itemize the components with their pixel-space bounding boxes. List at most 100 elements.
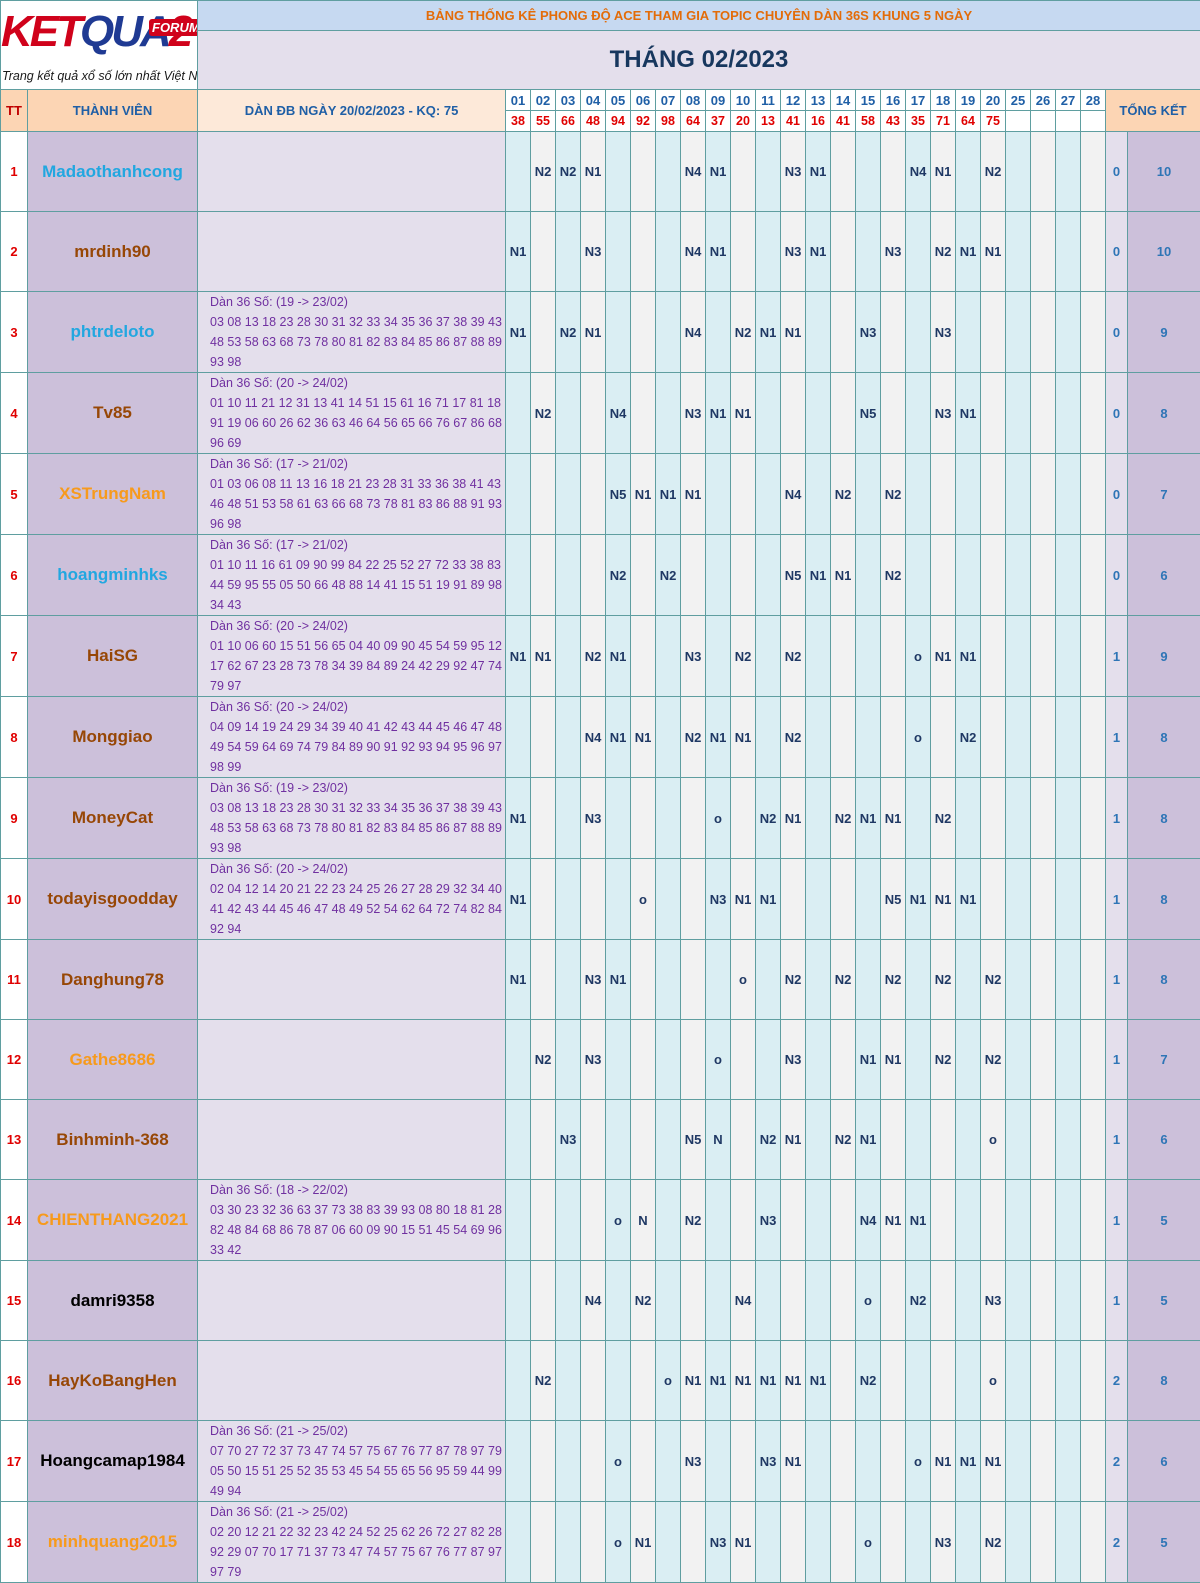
day-cell: N2 <box>881 454 906 535</box>
day-cell: N2 <box>856 1341 881 1421</box>
day-cell: N3 <box>931 373 956 454</box>
day-cell <box>781 1502 806 1583</box>
day-cell <box>981 535 1006 616</box>
member-name[interactable]: Binhminh-368 <box>28 1100 198 1180</box>
day-cell <box>706 1261 731 1341</box>
day-cell: N2 <box>831 454 856 535</box>
day-header: 08 <box>681 90 706 111</box>
day-cell <box>556 1261 581 1341</box>
member-name[interactable]: minhquang2015 <box>28 1502 198 1583</box>
day-cell <box>756 697 781 778</box>
day-cell: N2 <box>881 940 906 1020</box>
day-cell: N2 <box>931 940 956 1020</box>
day-cell <box>531 1421 556 1502</box>
day-cell: o <box>631 859 656 940</box>
day-cell <box>1056 454 1081 535</box>
member-name[interactable]: XSTrungNam <box>28 454 198 535</box>
member-name[interactable]: hoangminhks <box>28 535 198 616</box>
member-name[interactable]: todayisgoodday <box>28 859 198 940</box>
day-header: 26 <box>1031 90 1056 111</box>
day-cell: N3 <box>581 778 606 859</box>
day-cell: N2 <box>981 1020 1006 1100</box>
day-cell <box>781 373 806 454</box>
day-cell <box>906 940 931 1020</box>
day-cell: N3 <box>781 212 806 292</box>
day-header: 06 <box>631 90 656 111</box>
day-cell: N1 <box>506 616 531 697</box>
day-cell <box>806 940 831 1020</box>
day-cell <box>681 1020 706 1100</box>
day-cell: N3 <box>756 1421 781 1502</box>
day-cell <box>681 1261 706 1341</box>
member-name[interactable]: damri9358 <box>28 1261 198 1341</box>
day-cell <box>681 859 706 940</box>
day-cell: N1 <box>856 1100 881 1180</box>
day-cell: N2 <box>531 132 556 212</box>
dan-line: 33 42 <box>210 1240 505 1260</box>
day-cell: o <box>606 1421 631 1502</box>
day-cell <box>931 454 956 535</box>
day-cell <box>506 1261 531 1341</box>
day-cell <box>731 1020 756 1100</box>
member-name[interactable]: Hoangcamap1984 <box>28 1421 198 1502</box>
day-cell: N1 <box>506 940 531 1020</box>
member-name[interactable]: Monggiao <box>28 697 198 778</box>
member-name[interactable]: Madaothanhcong <box>28 132 198 212</box>
total-score: 5 <box>1128 1180 1200 1261</box>
member-name[interactable]: HayKoBangHen <box>28 1341 198 1421</box>
row-number: 17 <box>1 1421 28 1502</box>
day-header: 28 <box>1081 90 1106 111</box>
day-cell <box>1006 454 1031 535</box>
member-name[interactable]: MoneyCat <box>28 778 198 859</box>
day-cell <box>556 1180 581 1261</box>
total-score: 7 <box>1128 1020 1200 1100</box>
day-cell: N1 <box>706 697 731 778</box>
day-cell: N1 <box>831 535 856 616</box>
member-name[interactable]: Tv85 <box>28 373 198 454</box>
day-cell: N3 <box>756 1180 781 1261</box>
member-name[interactable]: CHIENTHANG2021 <box>28 1180 198 1261</box>
site-logo[interactable]: KETQUA2 FORUM Trang kết quả xổ số lớn nh… <box>1 1 198 90</box>
day-cell: N3 <box>931 1502 956 1583</box>
day-cell <box>556 778 581 859</box>
day-cell <box>1031 1180 1056 1261</box>
day-cell <box>731 1421 756 1502</box>
day-cell <box>506 1100 531 1180</box>
dan-line: 92 94 <box>210 919 505 939</box>
member-name[interactable]: HaiSG <box>28 616 198 697</box>
day-cell: N1 <box>606 697 631 778</box>
day-cell <box>906 212 931 292</box>
day-cell <box>606 778 631 859</box>
day-cell: N4 <box>581 697 606 778</box>
day-cell <box>656 373 681 454</box>
member-name[interactable]: Danghung78 <box>28 940 198 1020</box>
member-name[interactable]: Gathe8686 <box>28 1020 198 1100</box>
day-header: 25 <box>1006 90 1031 111</box>
day-cell <box>731 454 756 535</box>
day-cell <box>856 535 881 616</box>
day-cell: N2 <box>556 292 581 373</box>
day-cell: N3 <box>881 212 906 292</box>
day-cell: N1 <box>806 1341 831 1421</box>
row-number: 6 <box>1 535 28 616</box>
dan-numbers <box>198 212 506 292</box>
day-cell: N1 <box>706 1341 731 1421</box>
day-cell <box>1006 535 1031 616</box>
row-number: 18 <box>1 1502 28 1583</box>
day-cell <box>881 132 906 212</box>
day-cell <box>556 373 581 454</box>
day-cell <box>831 697 856 778</box>
member-name[interactable]: phtrdeloto <box>28 292 198 373</box>
dan-numbers: Dàn 36 Số: (17 -> 21/02)01 03 06 08 11 1… <box>198 454 506 535</box>
total-score: 6 <box>1128 1421 1200 1502</box>
day-cell: N2 <box>831 778 856 859</box>
day-cell: N2 <box>631 1261 656 1341</box>
day-cell <box>656 132 681 212</box>
hit-count: 1 <box>1106 940 1128 1020</box>
member-name[interactable]: mrdinh90 <box>28 212 198 292</box>
day-cell <box>781 1261 806 1341</box>
day-cell <box>631 132 656 212</box>
day-cell <box>881 697 906 778</box>
day-cell: o <box>856 1502 881 1583</box>
